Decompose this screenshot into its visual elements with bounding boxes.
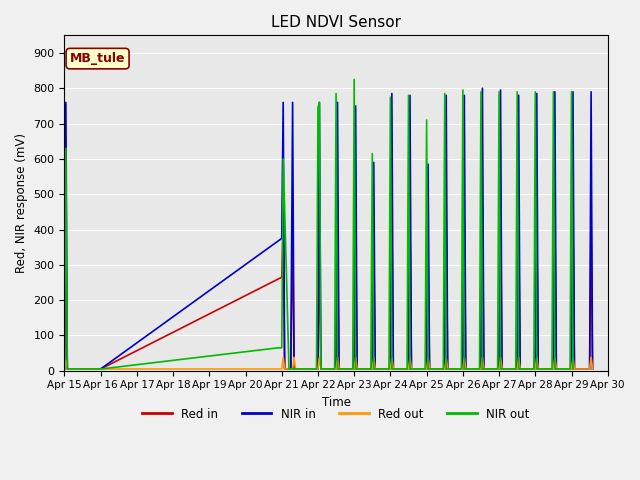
- Title: LED NDVI Sensor: LED NDVI Sensor: [271, 15, 401, 30]
- X-axis label: Time: Time: [321, 396, 351, 409]
- Text: MB_tule: MB_tule: [70, 52, 125, 65]
- Y-axis label: Red, NIR response (mV): Red, NIR response (mV): [15, 133, 28, 273]
- Legend: Red in, NIR in, Red out, NIR out: Red in, NIR in, Red out, NIR out: [138, 403, 534, 425]
